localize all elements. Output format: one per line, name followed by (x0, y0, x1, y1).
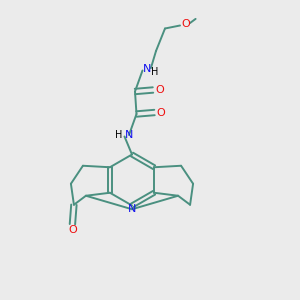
Text: N: N (128, 204, 136, 214)
Text: O: O (68, 225, 77, 235)
Text: N: N (143, 64, 151, 74)
Text: O: O (155, 85, 164, 95)
Text: H: H (116, 130, 123, 140)
Text: O: O (182, 19, 190, 29)
Text: H: H (152, 67, 159, 77)
Text: O: O (157, 107, 166, 118)
Text: N: N (125, 130, 133, 140)
